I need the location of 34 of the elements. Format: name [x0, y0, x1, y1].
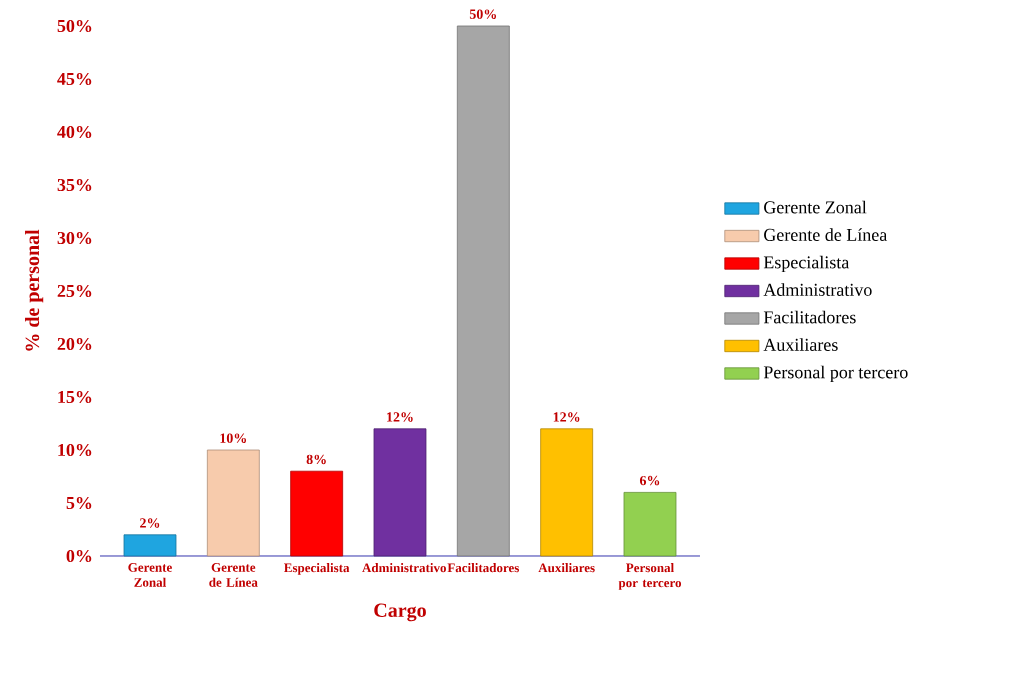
data-label: 6% — [639, 475, 660, 486]
x-tick-label: Personal por tercero — [618, 563, 682, 590]
y-tick-label: 30% — [57, 231, 92, 245]
x-tick-label: Facilitadores — [447, 563, 519, 573]
x-tick-label: Auxiliares — [538, 563, 595, 573]
legend-label: Facilitadores — [763, 310, 856, 324]
x-tick-label: Gerente de Línea — [209, 563, 258, 587]
x-tick-label: Administrativo — [362, 563, 446, 573]
data-label: 2% — [140, 518, 160, 528]
y-tick-label: 40% — [57, 125, 92, 139]
x-tick-label: Gerente Zonal — [128, 563, 172, 587]
data-label: 8% — [306, 454, 326, 465]
y-tick-label: 25% — [57, 284, 92, 298]
y-tick-label: 15% — [58, 390, 92, 404]
y-tick-label: 5% — [66, 496, 92, 510]
legend-label: Personal por tercero — [763, 365, 908, 383]
y-tick-label: 0% — [66, 549, 92, 563]
data-label: 50% — [469, 9, 496, 19]
y-axis-title: % de personal — [25, 229, 44, 351]
legend-label: Especialista — [763, 255, 850, 273]
legend-label: Gerente de Línea — [764, 228, 888, 241]
legend-label: Auxiliares — [763, 338, 838, 351]
data-label: 12% — [553, 412, 580, 422]
legend-label: Administrativo — [763, 283, 872, 296]
data-label: 10% — [220, 433, 246, 443]
y-tick-label: 50% — [57, 19, 92, 33]
x-tick-label: Especialista — [284, 563, 350, 575]
legend-label: Gerente Zonal — [764, 200, 867, 214]
y-tick-label: 45% — [57, 72, 92, 86]
y-tick-label: 20% — [57, 337, 92, 351]
y-tick-label: 10% — [58, 443, 92, 457]
y-tick-label: 35% — [57, 178, 92, 192]
x-axis-title: Cargo — [374, 603, 426, 622]
data-label: 12% — [387, 412, 413, 422]
